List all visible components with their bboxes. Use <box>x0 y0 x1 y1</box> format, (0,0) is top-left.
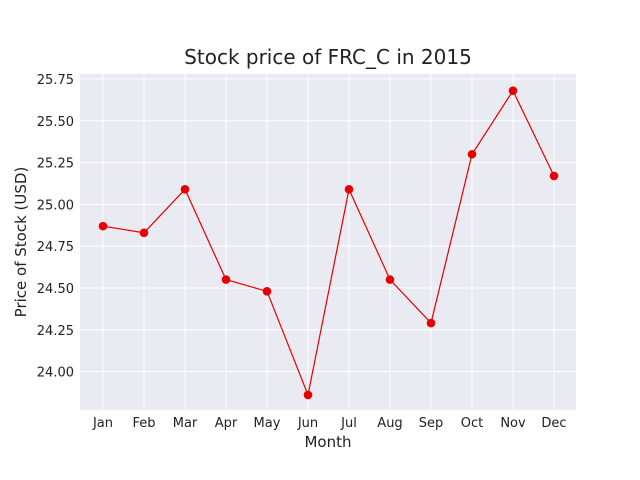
data-point-nov <box>508 86 518 96</box>
data-point-oct <box>467 149 477 159</box>
y-tick-label: 24.50 <box>37 282 74 297</box>
x-tick-label: Jun <box>297 416 318 431</box>
data-point-jun <box>303 390 313 400</box>
x-axis-label: Month <box>304 433 351 451</box>
x-tick-label: May <box>254 416 281 431</box>
x-tick-label: Nov <box>500 416 526 431</box>
x-tick-label: Mar <box>173 416 198 431</box>
data-point-aug <box>385 275 395 284</box>
data-point-feb <box>139 228 149 238</box>
data-point-jan <box>98 221 108 231</box>
data-point-jul <box>344 185 354 194</box>
x-axis-ticks: Jan Feb Mar Apr May Jun Jul Aug Sep Oct Nov Dec <box>92 416 567 431</box>
series-line <box>102 89 555 398</box>
y-tick-label: 25.00 <box>37 198 74 213</box>
data-point-may <box>262 287 272 296</box>
y-tick-label: 24.25 <box>37 324 74 339</box>
series-group <box>98 86 559 400</box>
y-tick-label: 25.25 <box>37 157 74 172</box>
plot-area <box>80 74 576 410</box>
y-tick-label: 25.75 <box>37 73 74 88</box>
y-axis-ticks: 24.00 24.25 24.50 24.75 25.00 25.25 25.50 25.75 <box>37 73 74 381</box>
data-point-apr <box>221 275 231 284</box>
y-tick-label: 25.50 <box>37 115 74 130</box>
y-tick-label: 24.75 <box>37 240 74 255</box>
x-tick-label: Feb <box>132 416 155 431</box>
data-point-sep <box>426 318 436 328</box>
x-tick-label: Sep <box>419 416 444 431</box>
x-tick-label: Oct <box>461 416 483 431</box>
chart-title: Stock price of FRC_C in 2015 <box>184 45 472 69</box>
x-tick-label: Apr <box>215 416 238 431</box>
x-tick-label: Dec <box>541 416 566 431</box>
x-tick-label: Jan <box>92 416 113 431</box>
y-tick-label: 24.00 <box>37 366 74 381</box>
x-tick-label: Jul <box>340 416 357 431</box>
data-point-mar <box>180 185 190 194</box>
grid-lines <box>80 74 576 410</box>
y-axis-label: Price of Stock (USD) <box>12 167 30 318</box>
x-tick-label: Aug <box>377 416 402 431</box>
data-point-dec <box>549 171 559 181</box>
